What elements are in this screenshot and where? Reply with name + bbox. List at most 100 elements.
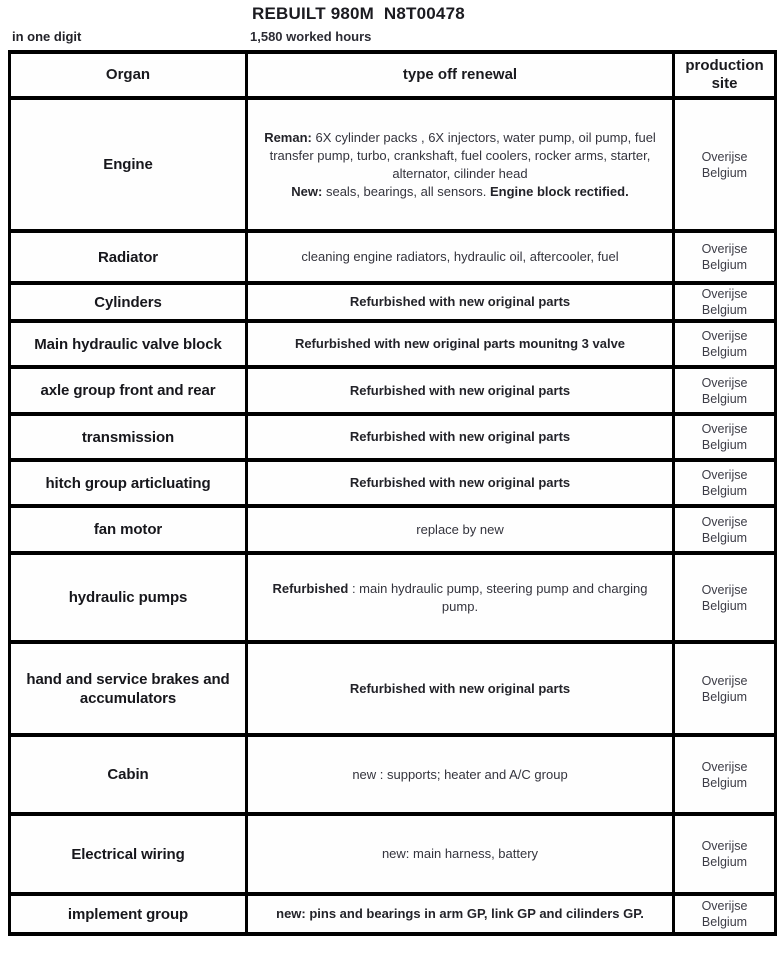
table-row: hand and service brakes and accumulators…	[8, 640, 777, 737]
renewal-text-line: New: seals, bearings, all sensors. Engin…	[291, 183, 629, 199]
site-text-line: Belgium	[701, 855, 748, 869]
site-text-line: Overijse	[701, 839, 748, 853]
renewal-text-line: Refurbished with new original parts	[349, 475, 571, 490]
document-title: REBUILT 980M N8T00478	[252, 4, 465, 23]
production-site-cell: Overijse Belgium	[672, 640, 777, 737]
site-text-line: Overijse	[701, 582, 748, 597]
organ-cell: Cylinders	[8, 281, 248, 323]
site-text-line: Overijse	[701, 759, 748, 774]
site-text-line: Overijse	[701, 375, 748, 390]
organ-cell: Engine	[8, 96, 248, 233]
site-text-line: Overijse	[701, 673, 748, 688]
renewal-cell: new: pins and bearings in arm GP, link G…	[245, 892, 675, 936]
renewal-cell: Refurbished with new original parts	[245, 458, 675, 508]
organ-cell: hand and service brakes and accumulators	[8, 640, 248, 737]
note-in-one-digit: in one digit	[12, 29, 82, 44]
production-site-cell: Overijse Belgium	[672, 812, 777, 896]
production-site-cell: Overijse Belgium	[672, 319, 777, 369]
production-site-cell: Overijse Belgium	[672, 504, 777, 555]
site-text-line: Overijse	[701, 242, 748, 256]
table-row: Cylinders Refurbished with new original p…	[8, 281, 777, 323]
site-text-line: Belgium	[701, 598, 748, 613]
site-text-line: Belgium	[701, 391, 748, 406]
renewal-cell: Refurbished with new original parts	[245, 365, 675, 416]
production-site-cell: Overijse Belgium	[672, 412, 777, 462]
site-text-line: Overijse	[701, 899, 748, 913]
organ-cell: implement group	[8, 892, 248, 936]
site-text-line: Overijse	[701, 514, 748, 529]
site-text-line: Belgium	[701, 438, 748, 452]
organ-cell: hydraulic pumps	[8, 551, 248, 644]
organ-cell: Main hydraulic valve block	[8, 319, 248, 369]
site-text-line: Overijse	[701, 422, 748, 436]
renewal-cell: cleaning engine radiators, hydraulic oil…	[245, 229, 675, 285]
production-site-cell: Overijse Belgium	[672, 96, 777, 233]
table-row: Cabin new : supports; heater and A/C grou…	[8, 733, 777, 816]
site-text-line: Overijse	[701, 149, 748, 164]
site-text-line: Belgium	[701, 915, 748, 929]
site-text-line: Belgium	[701, 689, 748, 704]
renewal-cell: Refurbished : main hydraulic pump, steer…	[245, 551, 675, 644]
production-site-cell: Overijse Belgium	[672, 281, 777, 323]
organ-cell: hitch group articluating	[8, 458, 248, 508]
production-site-cell: Overijse Belgium	[672, 365, 777, 416]
site-text-line: Overijse	[701, 329, 748, 343]
renewal-text-line: new : supports; heater and A/C group	[352, 766, 568, 782]
site-text-line: Belgium	[701, 165, 748, 180]
renewal-text-line: new: main harness, battery	[381, 846, 539, 861]
column-header-production-site: production site	[672, 50, 777, 100]
renewal-text-line: new: pins and bearings in arm GP, link G…	[276, 906, 644, 921]
table-header-row: Organ type off renewal production site	[8, 50, 777, 100]
renewal-cell: Refurbished with new original parts moun…	[245, 319, 675, 369]
site-text-line: Overijse	[701, 287, 748, 301]
renewal-cell: Reman: 6X cylinder packs , 6X injectors,…	[245, 96, 675, 233]
site-text-line: Belgium	[701, 258, 748, 272]
renewal-text-line: Refurbished with new original parts	[349, 429, 571, 444]
subtitle-line: in one digit 1,580 worked hours	[0, 29, 782, 47]
renewal-cell: Refurbished with new original parts	[245, 640, 675, 737]
renewal-text-line: Refurbished with new original parts	[349, 680, 571, 696]
renewal-text-line: Refurbished with new original parts	[349, 294, 571, 309]
column-header-organ: Organ	[8, 50, 248, 100]
production-site-cell: Overijse Belgium	[672, 551, 777, 644]
renewal-table: Organ type off renewal production site E…	[8, 50, 777, 936]
renewal-text-line: Refurbished with new original parts moun…	[294, 336, 626, 351]
site-text-line: Belgium	[701, 775, 748, 790]
production-site-cell: Overijse Belgium	[672, 458, 777, 508]
table-row: Electrical wiring new: main harness, batt…	[8, 812, 777, 896]
organ-cell: fan motor	[8, 504, 248, 555]
renewal-text-line: cleaning engine radiators, hydraulic oil…	[301, 249, 619, 264]
renewal-text-line: Refurbished : main hydraulic pump, steer…	[272, 580, 648, 614]
column-header-type-of-renewal: type off renewal	[245, 50, 675, 100]
renewal-cell: Refurbished with new original parts	[245, 412, 675, 462]
production-site-cell: Overijse Belgium	[672, 229, 777, 285]
organ-cell: axle group front and rear	[8, 365, 248, 416]
table-row: hydraulic pumps Refurbished : main hydrau…	[8, 551, 777, 644]
renewal-cell: new: main harness, battery	[245, 812, 675, 896]
renewal-text-line: replace by new	[416, 521, 504, 537]
site-text-line: Belgium	[701, 530, 748, 545]
production-site-cell: Overijse Belgium	[672, 892, 777, 936]
table-row: axle group front and rear Refurbished wit…	[8, 365, 777, 416]
site-text-line: Belgium	[701, 303, 748, 317]
renewal-text-line: Reman: 6X cylinder packs , 6X injectors,…	[264, 129, 656, 181]
renewal-cell: Refurbished with new original parts	[245, 281, 675, 323]
organ-cell: Cabin	[8, 733, 248, 816]
renewal-cell: new : supports; heater and A/C group	[245, 733, 675, 816]
organ-cell: transmission	[8, 412, 248, 462]
table-row: Main hydraulic valve block Refurbished wi…	[8, 319, 777, 369]
renewal-cell: replace by new	[245, 504, 675, 555]
table-row: hitch group articluating Refurbished with…	[8, 458, 777, 508]
renewal-text-line: Refurbished with new original parts	[349, 382, 571, 398]
organ-cell: Electrical wiring	[8, 812, 248, 896]
site-text-line: Belgium	[701, 345, 748, 359]
organ-cell: Radiator	[8, 229, 248, 285]
table-row: transmission Refurbished with new origina…	[8, 412, 777, 462]
table-row: Engine Reman: 6X cylinder packs , 6X inje…	[8, 96, 777, 233]
table-row: fan motor replace by new Overijse Belgium	[8, 504, 777, 555]
production-site-cell: Overijse Belgium	[672, 733, 777, 816]
table-row: Radiator cleaning engine radiators, hydra…	[8, 229, 777, 285]
table-row: implement group new: pins and bearings in…	[8, 892, 777, 936]
site-text-line: Belgium	[701, 484, 748, 498]
